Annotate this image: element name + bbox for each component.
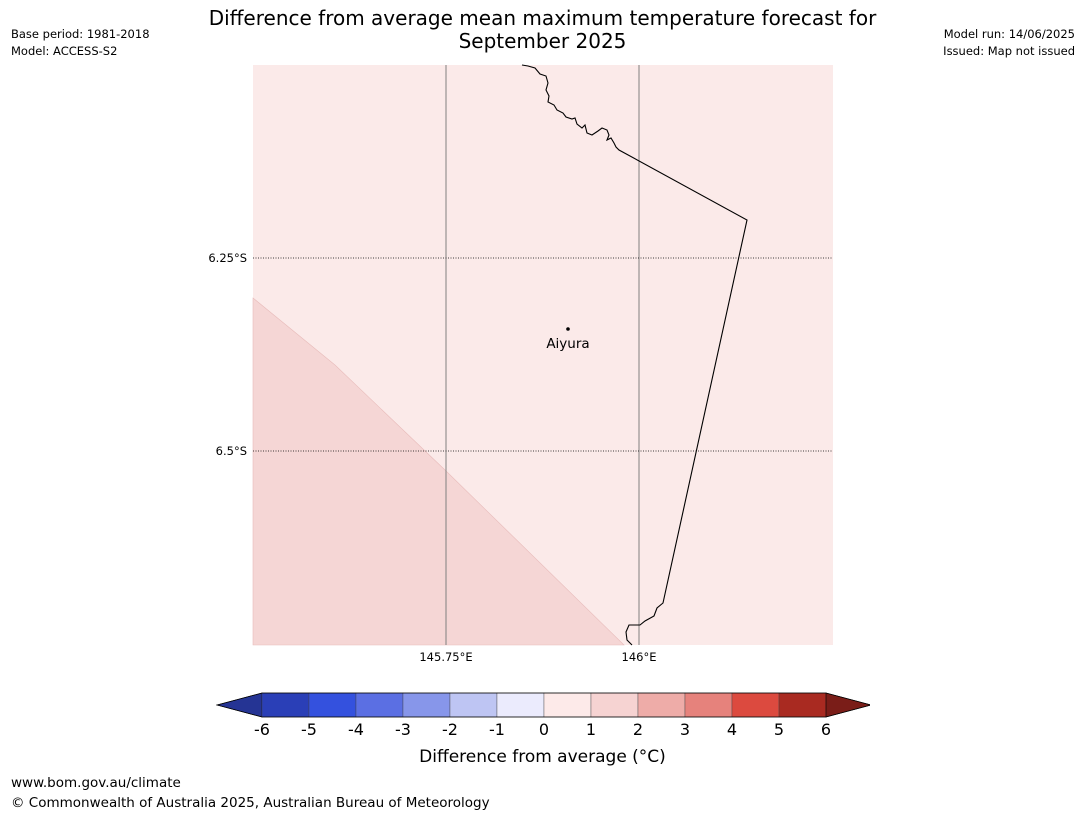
colorbar-outline — [216, 692, 870, 718]
colorbar-tick-label: 0 — [538, 720, 550, 739]
colorbar-tick-label: 4 — [726, 720, 738, 739]
colorbar-tick-label: 3 — [679, 720, 691, 739]
colorbar-tick-label: 6 — [820, 720, 832, 739]
meta-left: Base period: 1981-2018 Model: ACCESS-S2 — [11, 26, 150, 60]
colorbar-swatch — [590, 692, 639, 718]
colorbar-tick-label: -6 — [254, 720, 270, 739]
place-label-aiyura: Aiyura — [546, 336, 590, 352]
colorbar-tick-label: 5 — [773, 720, 785, 739]
colorbar-swatch — [449, 692, 498, 718]
colorbar-swatch — [355, 692, 404, 718]
title-line-2: September 2025 — [458, 29, 627, 53]
colorbar-swatch — [261, 692, 310, 718]
footer-copyright: © Commonwealth of Australia 2025, Austra… — [11, 795, 490, 811]
colorbar-swatch — [543, 692, 592, 718]
lon-label-145-75: 145.75°E — [419, 650, 473, 664]
base-period-text: Base period: 1981-2018 — [11, 27, 150, 41]
colorbar-tick-label: 1 — [585, 720, 597, 739]
colorbar-tick-label: -2 — [442, 720, 458, 739]
aiyura-marker — [566, 327, 570, 331]
model-run-text: Model run: 14/06/2025 — [943, 27, 1075, 41]
lat-label-6-5: 6.5°S — [215, 444, 247, 458]
colorbar-tick-label: -5 — [301, 720, 317, 739]
colorbar-extend-low — [216, 692, 263, 718]
colorbar-swatch — [731, 692, 780, 718]
meta-right: Model run: 14/06/2025 Issued: Map not is… — [943, 26, 1075, 60]
colorbar-swatch — [402, 692, 451, 718]
anomaly-region — [252, 297, 625, 646]
colorbar-swatch — [637, 692, 686, 718]
colorbar-swatch — [684, 692, 733, 718]
coastline-border — [521, 64, 748, 646]
colorbar — [216, 692, 870, 718]
colorbar-label: Difference from average (°C) — [419, 747, 666, 767]
colorbar-swatch — [496, 692, 545, 718]
title-line-1: Difference from average mean maximum tem… — [208, 6, 877, 30]
lon-label-146: 146°E — [621, 650, 657, 664]
lat-label-6-25: 6.25°S — [208, 251, 247, 265]
colorbar-tick-label: 2 — [632, 720, 644, 739]
model-text: Model: ACCESS-S2 — [11, 44, 118, 58]
footer-url: www.bom.gov.au/climate — [11, 775, 181, 791]
issued-text: Issued: Map not issued — [943, 44, 1075, 58]
colorbar-tick-label: -4 — [348, 720, 364, 739]
colorbar-tick-label: -1 — [489, 720, 505, 739]
colorbar-swatch — [308, 692, 357, 718]
map-title: Difference from average mean maximum tem… — [180, 7, 905, 53]
colorbar-tick-label: -3 — [395, 720, 411, 739]
colorbar-swatch — [778, 692, 827, 718]
colorbar-extend-high — [825, 692, 870, 718]
